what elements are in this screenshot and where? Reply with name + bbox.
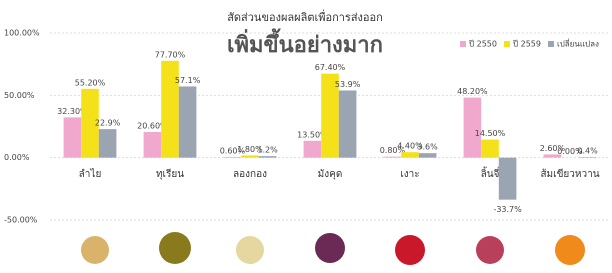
value-label: 14.50%	[475, 129, 506, 138]
y-tick-label: -50.00%	[4, 216, 38, 225]
bar	[481, 140, 499, 158]
value-label: 1.2%	[257, 146, 278, 155]
value-label: -33.7%	[493, 205, 522, 214]
x-tick-label: ลำไย	[79, 168, 102, 180]
value-label: 55.20%	[75, 78, 106, 87]
bar	[339, 90, 357, 157]
y-tick-label: 50.00%	[4, 91, 35, 100]
value-label: 22.9%	[95, 119, 121, 128]
legend-swatch	[504, 41, 510, 47]
legend-swatch	[460, 41, 466, 47]
bar	[259, 156, 277, 157]
value-label: 77.70%	[155, 50, 186, 59]
chart: สัดส่วนของผลผลิตเพื่อการส่งออก เพิ่มขึ้น…	[0, 0, 612, 273]
x-tick-label: เงาะ	[400, 169, 419, 180]
bar	[464, 98, 482, 158]
bar	[304, 141, 322, 158]
value-label: 53.9%	[335, 80, 361, 89]
bar	[179, 86, 197, 157]
value-label: 0.4%	[577, 147, 598, 156]
bar	[401, 152, 419, 157]
bar	[241, 155, 259, 157]
x-tick-label: ส้มเขียวหวาน	[540, 168, 599, 180]
bar	[384, 157, 402, 158]
legend-label: ปี 2550	[468, 40, 497, 49]
bar	[144, 132, 162, 158]
x-tick-label: ลองกอง	[233, 169, 267, 180]
legend-label: เปลี่ยนแปลง	[557, 38, 599, 49]
bar	[64, 117, 82, 157]
y-tick-label: 100.00%	[4, 29, 40, 38]
chart-title: สัดส่วนของผลผลิตเพื่อการส่งออก	[227, 9, 383, 24]
value-label: 67.40%	[315, 63, 346, 72]
y-tick-label: 0.00%	[4, 153, 30, 162]
legend-swatch	[548, 41, 554, 47]
bar	[499, 158, 517, 200]
value-label: 48.20%	[457, 87, 488, 96]
bar	[99, 129, 117, 158]
bar	[419, 153, 437, 157]
bar	[224, 157, 242, 158]
x-tick-label: ลิ้นจี่	[481, 166, 500, 180]
x-tick-label: ทุเรียน	[156, 168, 184, 180]
value-label: 3.6%	[417, 143, 438, 152]
x-tick-label: มังคุด	[318, 169, 343, 180]
fruit-icons	[81, 232, 585, 265]
value-label: 57.1%	[175, 76, 201, 85]
legend-label: ปี 2559	[512, 40, 541, 49]
